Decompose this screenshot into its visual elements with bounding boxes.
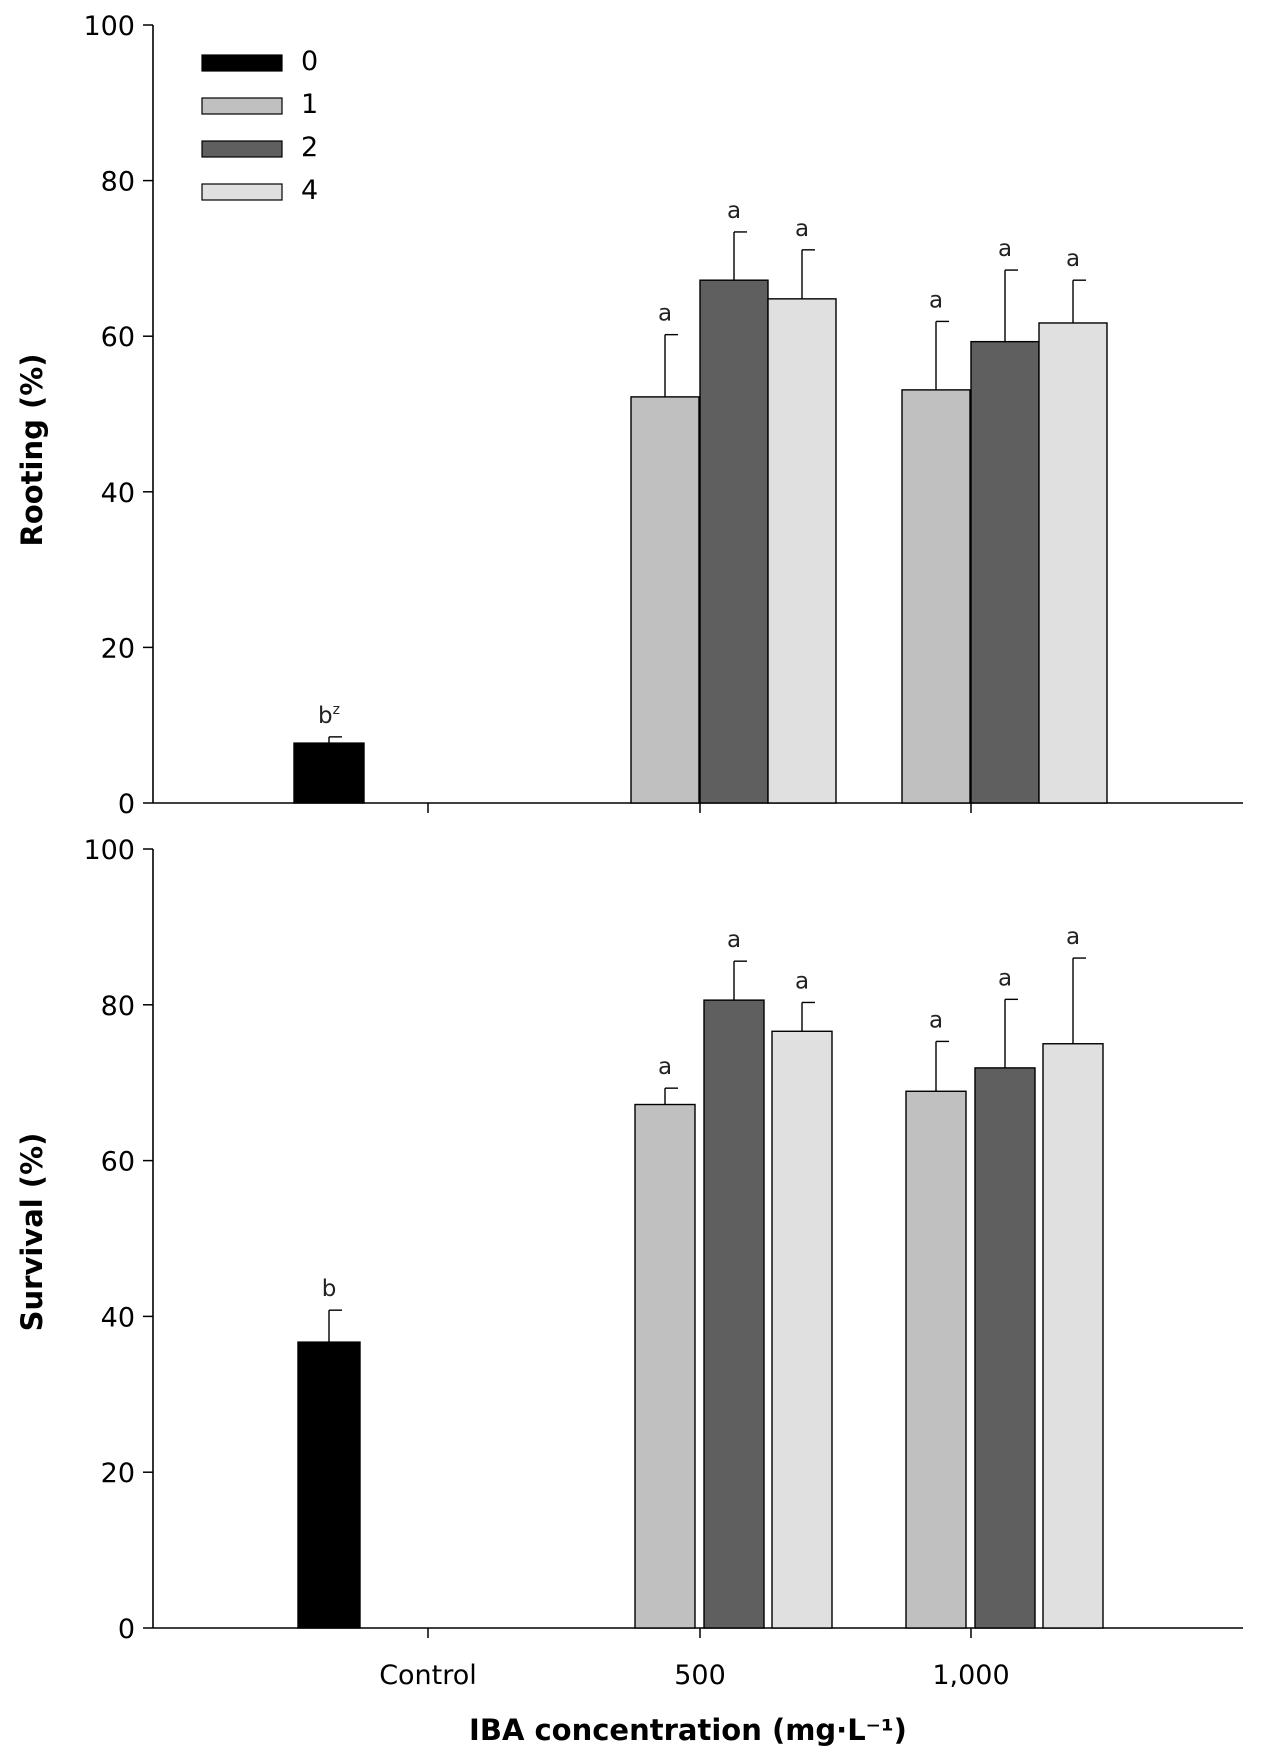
bar [699,279,769,804]
legend-label: 4 [301,175,318,206]
bar [1042,1043,1104,1629]
x-tick-label: 500 [674,1660,726,1691]
y-tick-label: 60 [101,1147,135,1178]
bar [767,298,837,804]
significance-label: a [727,927,741,953]
x-axis-title: IBA concentration (mg·L⁻¹) [469,1713,907,1747]
significance-label: a [929,1007,943,1033]
y-tick-label: 20 [101,1458,135,1489]
bar [970,340,1040,804]
bar [703,999,765,1629]
y-tick-label: 100 [83,835,135,866]
y-tick-label: 40 [101,478,135,509]
legend-label: 2 [301,132,318,163]
significance-label: a [998,965,1012,991]
bar [630,396,700,804]
x-tick-label: Control [379,1660,477,1691]
significance-label: bz [318,702,340,729]
y-tick-label: 60 [101,322,135,353]
significance-label: a [998,236,1012,262]
x-tick-label: 1,000 [932,1660,1009,1691]
significance-label: a [727,198,741,224]
legend-swatch [201,140,283,158]
bar [1038,322,1108,804]
bar [771,1030,833,1629]
bar [297,1341,361,1629]
significance-label: a [795,968,809,994]
y-tick-label: 80 [101,167,135,198]
y-tick-label: 40 [101,1302,135,1333]
y-tick-label: 20 [101,633,135,664]
y-tick-label: 0 [118,789,135,820]
significance-superscript: z [333,702,340,718]
significance-label: a [1066,924,1080,950]
y-axis-title: Rooting (%) [15,353,49,546]
bar [901,389,971,804]
bar [905,1090,967,1629]
legend-swatch [201,97,283,115]
significance-label: b [322,1276,337,1302]
significance-label: a [795,216,809,242]
bar [634,1103,696,1629]
y-axis-title: Survival (%) [15,1133,49,1332]
legend-swatch [201,54,283,72]
bar [293,742,365,804]
significance-label: a [929,287,943,313]
y-tick-label: 0 [118,1614,135,1645]
legend-label: 1 [301,89,318,120]
bar [974,1067,1036,1629]
legend: 0 1 2 4 [201,46,318,206]
significance-label: a [658,1054,672,1080]
y-tick-label: 100 [83,11,135,42]
survival-chart: 0 20 40 60 80 100 Control 500 1,000 Survival (%) b… [15,835,1243,1691]
y-tick-label: 80 [101,991,135,1022]
legend-label: 0 [301,46,318,77]
significance-label: a [1066,246,1080,272]
significance-label: a [658,301,672,327]
legend-swatch [201,183,283,201]
